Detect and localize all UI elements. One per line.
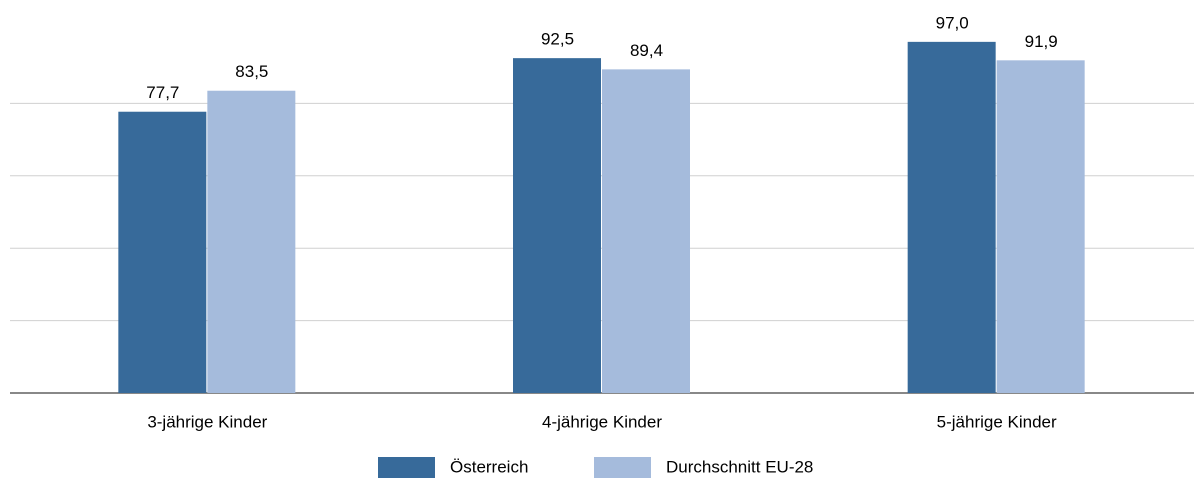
data-label: 91,9 — [1025, 32, 1058, 51]
x-tick-label: 5-jährige Kinder — [937, 412, 1057, 431]
bar — [118, 111, 207, 393]
data-label: 92,5 — [541, 30, 574, 49]
data-label: 77,7 — [146, 83, 179, 102]
x-tick-label: 4-jährige Kinder — [542, 412, 662, 431]
legend-label: Durchschnitt EU-28 — [666, 457, 813, 476]
data-label: 89,4 — [630, 41, 663, 60]
bar — [602, 69, 690, 393]
bar — [207, 90, 296, 393]
legend-label: Österreich — [450, 457, 528, 476]
data-label: 97,0 — [936, 13, 969, 32]
data-label: 83,5 — [235, 62, 268, 81]
legend-swatch — [378, 457, 435, 478]
x-tick-label: 3-jährige Kinder — [147, 412, 267, 431]
bar — [907, 41, 996, 394]
legend-swatch — [594, 457, 651, 478]
bar — [513, 58, 601, 394]
bar — [996, 60, 1085, 394]
